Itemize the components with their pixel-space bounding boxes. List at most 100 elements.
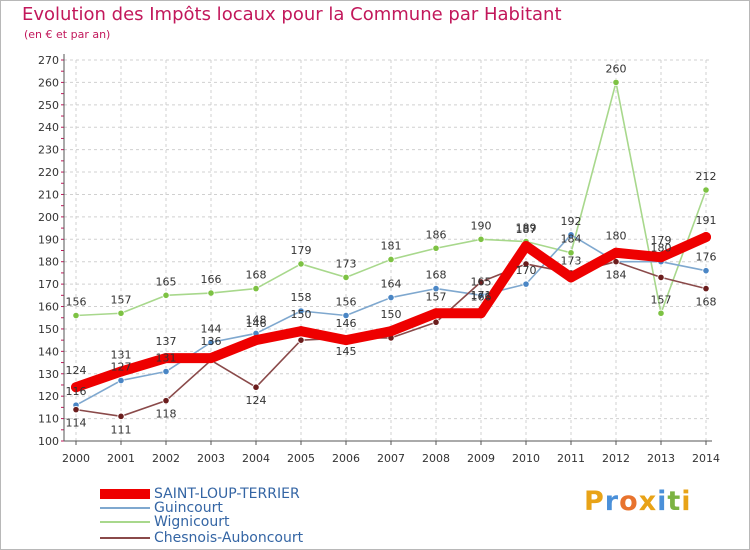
data-point-saint-loup-terrier bbox=[341, 335, 351, 346]
x-tick-label: 2007 bbox=[377, 452, 405, 465]
data-point-chesnois-auboncourt bbox=[297, 336, 305, 344]
data-label-guincourt: 170 bbox=[516, 264, 537, 277]
legend-swatch-wignicourt bbox=[100, 521, 150, 523]
data-point-chesnois-auboncourt bbox=[522, 260, 530, 268]
data-label-guincourt: 144 bbox=[201, 322, 222, 335]
y-tick-label: 270 bbox=[38, 54, 59, 67]
data-label-wignicourt: 190 bbox=[471, 219, 492, 232]
y-tick-label: 220 bbox=[38, 166, 59, 179]
data-label-guincourt: 165 bbox=[471, 275, 492, 288]
x-tick-label: 2004 bbox=[242, 452, 270, 465]
data-point-saint-loup-terrier bbox=[386, 326, 396, 337]
y-tick-label: 190 bbox=[38, 233, 59, 246]
data-label-guincourt: 148 bbox=[246, 313, 267, 326]
legend-label-chesnois-auboncourt: Chesnois-Auboncourt bbox=[154, 530, 304, 546]
logo-letter: r bbox=[604, 486, 620, 517]
data-point-guincourt bbox=[567, 231, 575, 239]
data-point-chesnois-auboncourt bbox=[117, 412, 125, 420]
x-tick-label: 2002 bbox=[152, 452, 180, 465]
data-label-chesnois-auboncourt: 184 bbox=[606, 269, 627, 282]
legend-item-wignicourt[interactable]: Wignicourt bbox=[100, 514, 229, 530]
data-label-saint-loup-terrier: 131 bbox=[111, 349, 132, 362]
data-label-wignicourt: 179 bbox=[291, 244, 312, 257]
data-label-chesnois-auboncourt: 111 bbox=[111, 423, 132, 436]
logo-letter: i bbox=[681, 486, 692, 517]
data-point-saint-loup-terrier bbox=[476, 308, 486, 319]
data-point-wignicourt bbox=[252, 284, 260, 293]
chart-title: Evolution des Impôts locaux pour la Comm… bbox=[22, 4, 562, 25]
data-point-wignicourt bbox=[297, 260, 305, 268]
data-point-wignicourt bbox=[702, 186, 710, 194]
proxiti-logo: Proxiti bbox=[584, 486, 692, 517]
data-label-chesnois-auboncourt: 145 bbox=[336, 345, 357, 358]
series-layer bbox=[71, 78, 711, 420]
legend-label-wignicourt: Wignicourt bbox=[154, 514, 230, 530]
data-point-guincourt bbox=[297, 307, 305, 315]
data-point-saint-loup-terrier bbox=[701, 232, 711, 243]
data-point-saint-loup-terrier bbox=[71, 382, 81, 393]
data-point-wignicourt bbox=[72, 311, 80, 320]
x-tick-label: 2001 bbox=[107, 452, 135, 465]
legend-swatch-guincourt bbox=[100, 507, 150, 509]
data-label-chesnois-auboncourt: 114 bbox=[66, 417, 87, 430]
data-point-saint-loup-terrier bbox=[296, 326, 306, 337]
data-label-guincourt: 131 bbox=[156, 352, 177, 365]
data-label-wignicourt: 189 bbox=[516, 222, 537, 235]
data-label-wignicourt: 165 bbox=[156, 275, 177, 288]
y-tick-label: 200 bbox=[38, 211, 59, 224]
data-point-guincourt bbox=[702, 267, 710, 275]
data-label-saint-loup-terrier: 157 bbox=[426, 290, 447, 303]
data-point-saint-loup-terrier bbox=[566, 272, 576, 283]
legend-item-guincourt[interactable]: Guincourt bbox=[100, 500, 223, 516]
data-point-guincourt bbox=[387, 293, 395, 302]
y-tick-label: 140 bbox=[38, 345, 59, 358]
data-label-saint-loup-terrier: 150 bbox=[291, 308, 312, 321]
data-point-saint-loup-terrier bbox=[251, 335, 261, 346]
data-label-wignicourt: 186 bbox=[426, 228, 447, 241]
y-tick-label: 160 bbox=[38, 301, 59, 314]
data-label-saint-loup-terrier: 136 bbox=[201, 335, 222, 348]
axes-layer: 100 110 120 130 140 150 160 170 180 190 200 210 220 2… bbox=[38, 54, 720, 465]
data-point-chesnois-auboncourt bbox=[252, 383, 260, 391]
y-tick-label: 180 bbox=[38, 256, 59, 269]
chart-subtitle: (en € et par an) bbox=[24, 28, 111, 41]
data-point-guincourt bbox=[117, 376, 125, 385]
legend-item-chesnois-auboncourt[interactable]: Chesnois-Auboncourt bbox=[100, 530, 303, 546]
data-point-saint-loup-terrier bbox=[611, 247, 621, 258]
data-point-guincourt bbox=[342, 311, 350, 320]
y-tick-label: 230 bbox=[38, 144, 59, 157]
legend-swatch-chesnois-auboncourt bbox=[100, 537, 150, 539]
data-label-wignicourt: 184 bbox=[561, 233, 582, 246]
legend-item-saint-loup-terrier[interactable]: SAINT-LOUP-TERRIER bbox=[100, 486, 300, 502]
data-label-wignicourt: 260 bbox=[606, 62, 627, 75]
data-point-wignicourt bbox=[567, 249, 575, 257]
data-point-saint-loup-terrier bbox=[116, 366, 126, 377]
data-point-chesnois-auboncourt bbox=[162, 397, 170, 405]
data-point-wignicourt bbox=[387, 255, 395, 264]
data-point-wignicourt bbox=[117, 309, 125, 317]
data-label-wignicourt: 173 bbox=[336, 257, 357, 270]
data-label-saint-loup-terrier: 146 bbox=[246, 317, 267, 330]
data-label-saint-loup-terrier: 166 bbox=[471, 290, 492, 303]
data-point-wignicourt bbox=[162, 291, 170, 299]
data-point-chesnois-auboncourt bbox=[702, 284, 710, 293]
data-point-chesnois-auboncourt bbox=[72, 406, 80, 414]
data-label-guincourt: 180 bbox=[651, 242, 672, 255]
data-label-guincourt: 116 bbox=[66, 385, 87, 398]
data-label-guincourt: 192 bbox=[561, 215, 582, 228]
data-label-wignicourt: 157 bbox=[651, 293, 672, 306]
y-tick-label: 260 bbox=[38, 76, 59, 89]
data-label-saint-loup-terrier: 187 bbox=[516, 223, 537, 236]
y-tick-label: 210 bbox=[38, 188, 59, 201]
x-tick-label: 2003 bbox=[197, 452, 225, 465]
data-label-wignicourt: 212 bbox=[696, 170, 717, 183]
data-label-chesnois-auboncourt: 168 bbox=[696, 296, 717, 309]
logo-letter: i bbox=[657, 486, 668, 517]
data-point-saint-loup-terrier bbox=[521, 241, 531, 252]
data-point-guincourt bbox=[162, 367, 170, 376]
data-point-chesnois-auboncourt bbox=[657, 273, 665, 281]
data-label-wignicourt: 156 bbox=[66, 295, 87, 308]
data-label-saint-loup-terrier: 173 bbox=[561, 254, 582, 267]
